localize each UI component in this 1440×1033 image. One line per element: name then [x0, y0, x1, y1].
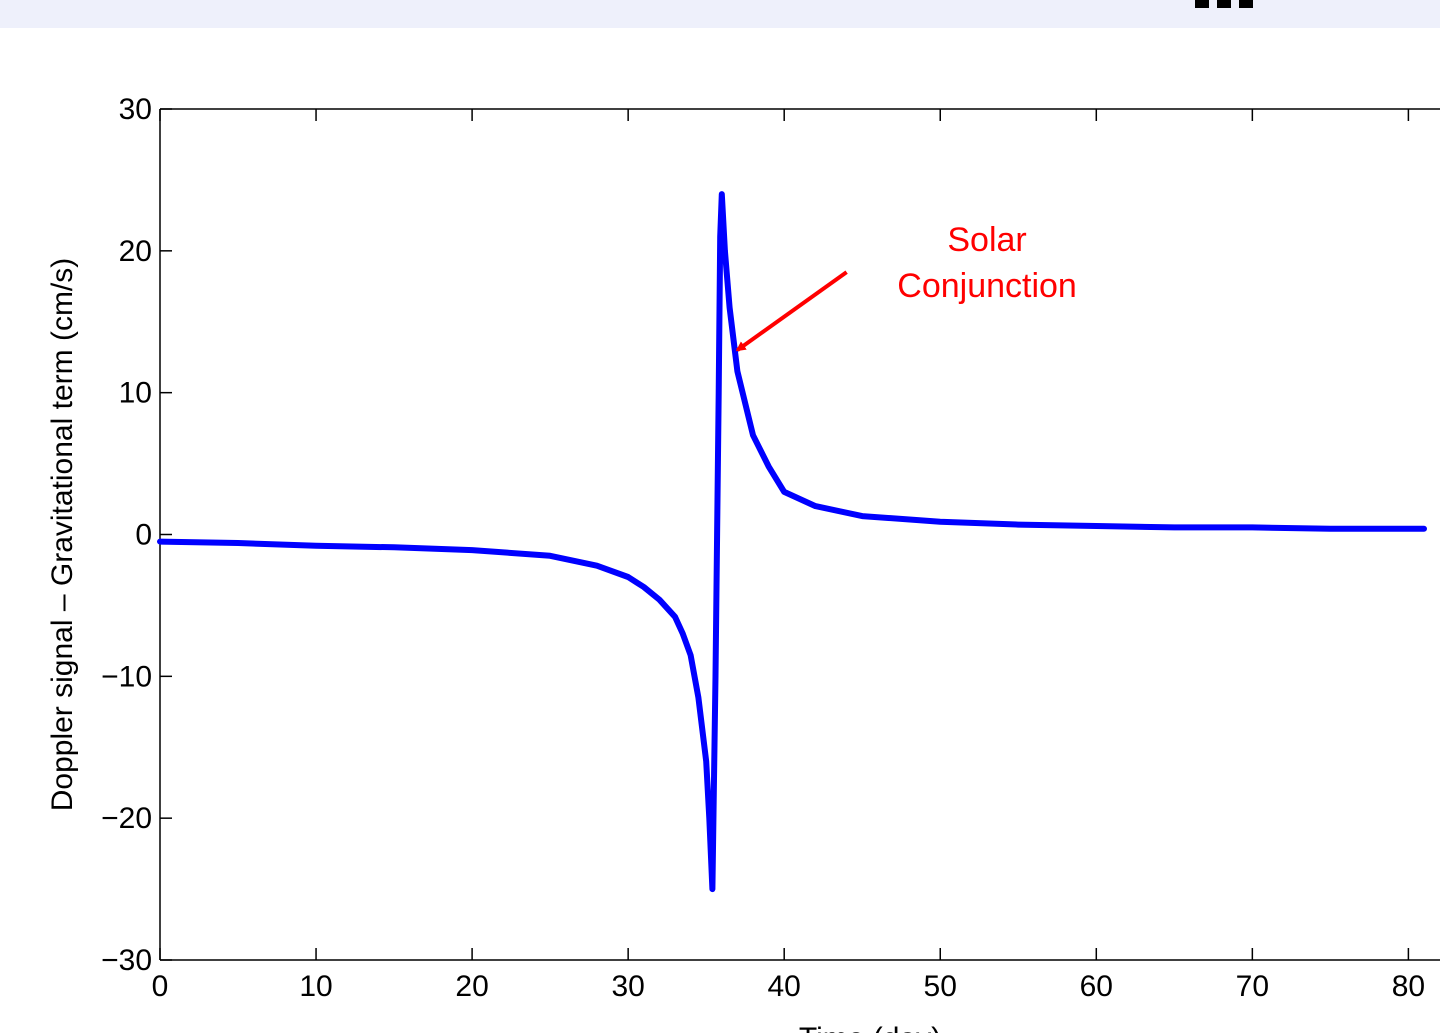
y-tick-label: 20 [119, 235, 152, 268]
x-tick-label: 20 [455, 970, 488, 1003]
y-tick-label: 0 [135, 519, 152, 552]
x-axis-label: Time (day) [799, 1022, 941, 1033]
x-tick-label: 60 [1080, 970, 1113, 1003]
top-banner [0, 0, 1440, 28]
y-tick-label: 10 [119, 377, 152, 410]
annotation-label: Solar [947, 221, 1026, 259]
series-line-0 [157, 191, 1427, 893]
x-tick-label: 50 [924, 970, 957, 1003]
x-tick-label: 10 [299, 970, 332, 1003]
y-tick-label: −30 [101, 944, 152, 977]
x-tick-label: 80 [1392, 970, 1425, 1003]
annotation-label: Conjunction [897, 267, 1077, 305]
y-tick-label: −20 [101, 802, 152, 835]
y-axis-label: Doppler signal – Gravitational term (cm/… [46, 258, 79, 812]
x-tick-label: 0 [152, 970, 169, 1003]
y-tick-label: −10 [101, 660, 152, 693]
annotation-arrow [735, 270, 848, 352]
banner-title-fragment [1195, 0, 1255, 8]
y-tick-label: 30 [119, 93, 152, 126]
x-tick-label: 70 [1236, 970, 1269, 1003]
x-tick-label: 40 [768, 970, 801, 1003]
x-tick-label: 30 [611, 970, 644, 1003]
